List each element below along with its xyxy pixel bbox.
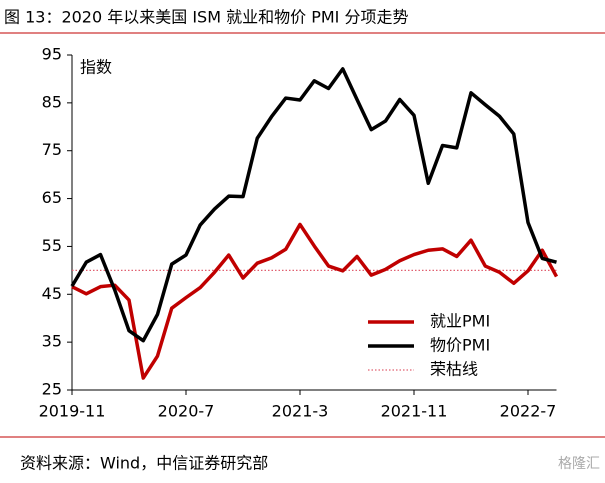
chart-title: 图 13：2020 年以来美国 ISM 就业和物价 PMI 分项走势 bbox=[4, 8, 408, 27]
legend-label: 荣枯线 bbox=[430, 360, 478, 379]
x-tick-label: 2020-7 bbox=[158, 402, 215, 421]
legend-label: 物价PMI bbox=[430, 336, 490, 355]
y-tick-label: 35 bbox=[42, 332, 62, 351]
series-line bbox=[71, 222, 559, 380]
x-tick-label: 2019-11 bbox=[39, 402, 106, 421]
x-tick-label: 2021-3 bbox=[272, 402, 329, 421]
legend-label: 就业PMI bbox=[430, 312, 490, 331]
y-tick-label: 45 bbox=[42, 284, 62, 303]
x-tick-label: 2022-7 bbox=[500, 402, 557, 421]
y-tick-label: 85 bbox=[42, 92, 62, 111]
source: 资料来源：Wind，中信证券研究部 bbox=[20, 454, 268, 473]
watermark: 格隆汇 bbox=[558, 456, 600, 472]
y-tick-label: 55 bbox=[42, 236, 62, 255]
y-tick-label: 25 bbox=[42, 380, 62, 399]
x-tick-label: 2021-11 bbox=[381, 402, 448, 421]
y-axis-label: 指数 bbox=[80, 58, 112, 77]
y-tick-label: 75 bbox=[42, 140, 62, 159]
y-tick-label: 95 bbox=[42, 45, 62, 64]
series-line bbox=[70, 67, 557, 343]
y-tick-label: 65 bbox=[42, 188, 62, 207]
